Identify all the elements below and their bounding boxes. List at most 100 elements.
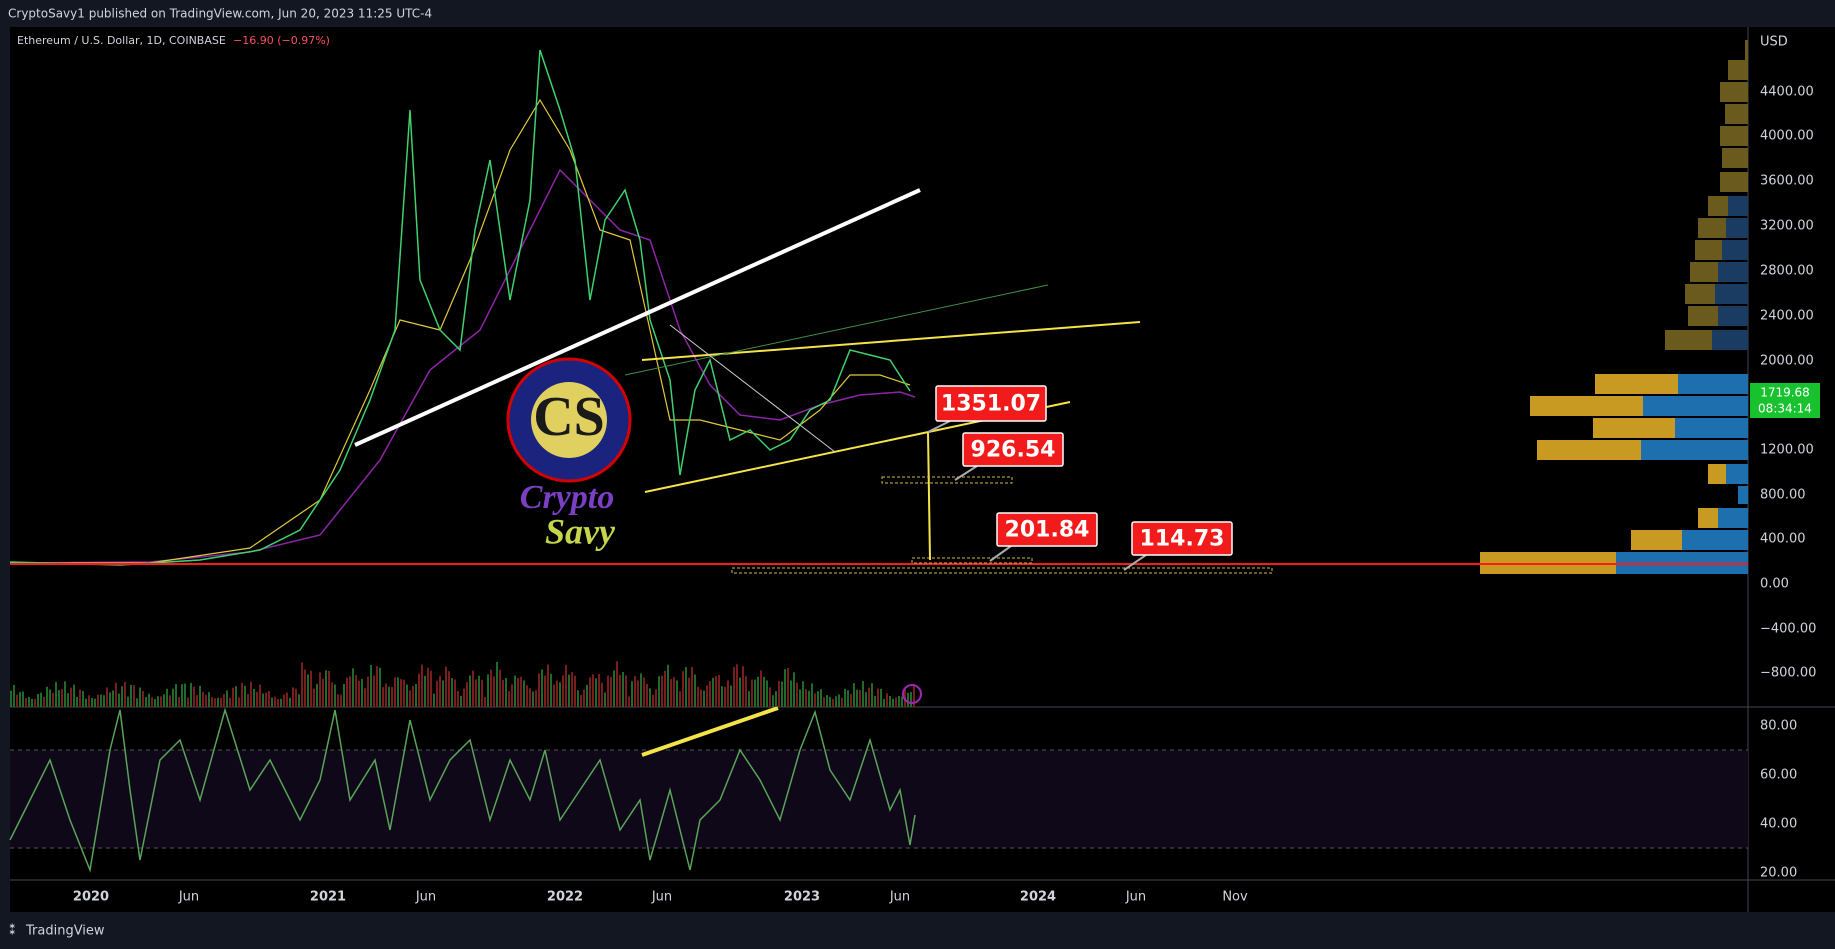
level-box[interactable] xyxy=(911,557,1033,564)
volume-bar xyxy=(289,697,291,707)
price-tick-label: 2000.00 xyxy=(1760,354,1814,369)
volume-bar xyxy=(574,675,576,707)
price-tick-label: 800.00 xyxy=(1760,488,1806,503)
volume-bar xyxy=(127,696,129,707)
trendline-thin[interactable] xyxy=(669,324,836,453)
countdown: 08:34:14 xyxy=(1758,402,1812,416)
volume-bar xyxy=(178,697,180,707)
volume-bar xyxy=(478,675,480,707)
volume-bar xyxy=(211,697,213,707)
volume-bar xyxy=(415,684,417,707)
time-tick-label: Jun xyxy=(415,890,436,905)
volume-bar xyxy=(823,697,825,707)
volume-bar xyxy=(361,678,363,707)
volume-bar xyxy=(373,675,375,707)
volume-bar xyxy=(142,691,144,707)
trendline-white[interactable] xyxy=(354,188,921,447)
volume-bar xyxy=(250,681,252,707)
volume-bar xyxy=(811,683,813,707)
footer-brand[interactable]: TradingView xyxy=(25,924,105,939)
volume-bar xyxy=(586,684,588,707)
volume-bar xyxy=(472,670,474,707)
volume-bar xyxy=(424,675,426,707)
volume-bar xyxy=(307,674,309,707)
last-price: 1719.68 xyxy=(1760,386,1810,400)
volume-bar xyxy=(370,664,372,707)
volume-bar xyxy=(28,696,30,707)
volume-bar xyxy=(19,692,21,707)
volume-bar xyxy=(790,680,792,707)
volume-bar xyxy=(121,686,123,707)
symbol-name[interactable]: Ethereum / U.S. Dollar, 1D, COINBASE xyxy=(17,34,226,47)
rsi-band xyxy=(10,750,1748,848)
volume-bar xyxy=(628,696,630,707)
volume-bar xyxy=(67,693,69,707)
volume-bar xyxy=(868,687,870,707)
volume-bar xyxy=(751,679,753,707)
price-tick-label: 2400.00 xyxy=(1760,309,1814,324)
volume-bar xyxy=(196,695,198,707)
volume-bar xyxy=(112,690,114,707)
measure-line[interactable] xyxy=(927,431,931,561)
volume-bar xyxy=(580,695,582,707)
currency[interactable]: USD xyxy=(1760,35,1788,50)
volume-bar xyxy=(31,698,33,707)
volume-bar xyxy=(832,698,834,707)
level-box[interactable] xyxy=(881,476,1013,484)
volume-bar xyxy=(310,670,312,707)
volume-bar xyxy=(43,696,45,707)
volume-bar xyxy=(862,681,864,707)
volume-bar xyxy=(550,673,552,707)
volume-bar xyxy=(265,692,267,707)
volume-bar xyxy=(427,667,429,707)
rsi-tick-label: 80.00 xyxy=(1760,719,1797,734)
volume-bar xyxy=(895,697,897,707)
volume-bar xyxy=(277,698,279,707)
callout-box xyxy=(1131,521,1233,556)
volume-bar xyxy=(643,677,645,707)
volume-bar xyxy=(10,690,12,707)
volume-bar xyxy=(682,671,684,707)
volume-bar xyxy=(331,682,333,707)
volume-bar xyxy=(292,687,294,707)
trendline-green[interactable] xyxy=(624,284,1049,376)
volume-bar xyxy=(37,693,39,707)
volume-bar xyxy=(346,677,348,707)
volume-bar xyxy=(397,677,399,707)
volume-bar xyxy=(418,673,420,707)
time-tick-label: 2022 xyxy=(547,890,583,905)
volume-bar xyxy=(685,667,687,707)
volume-bar xyxy=(709,680,711,707)
volume-bar xyxy=(679,691,681,707)
volume-bar xyxy=(664,670,666,707)
time-tick-label: Jun xyxy=(889,890,910,905)
time-tick-label: Jun xyxy=(1125,890,1146,905)
volume-bar xyxy=(910,691,912,707)
volume-bar xyxy=(100,694,102,707)
volume-bar xyxy=(364,688,366,707)
volume-bar xyxy=(901,696,903,707)
volume-bar xyxy=(775,691,777,707)
volume-bar xyxy=(433,693,435,707)
volume-bar xyxy=(634,676,636,707)
callout-pointer xyxy=(989,545,1012,562)
rsi-line xyxy=(9,707,916,873)
volume-bar xyxy=(421,664,423,707)
volume-bar xyxy=(517,678,519,707)
volume-bar xyxy=(667,664,669,707)
volume-bar xyxy=(199,685,201,707)
volume-bar xyxy=(763,676,765,707)
alert-icon[interactable] xyxy=(902,684,922,704)
volume-bar xyxy=(841,697,843,707)
volume-bar xyxy=(454,679,456,707)
volume-bar xyxy=(829,696,831,707)
volume-bar xyxy=(409,690,411,707)
volume-bar xyxy=(382,687,384,707)
volume-bar xyxy=(523,680,525,707)
volume-bar xyxy=(229,697,231,707)
volume-bar xyxy=(700,689,702,707)
level-box[interactable] xyxy=(731,567,1273,574)
volume-bar xyxy=(724,686,726,707)
